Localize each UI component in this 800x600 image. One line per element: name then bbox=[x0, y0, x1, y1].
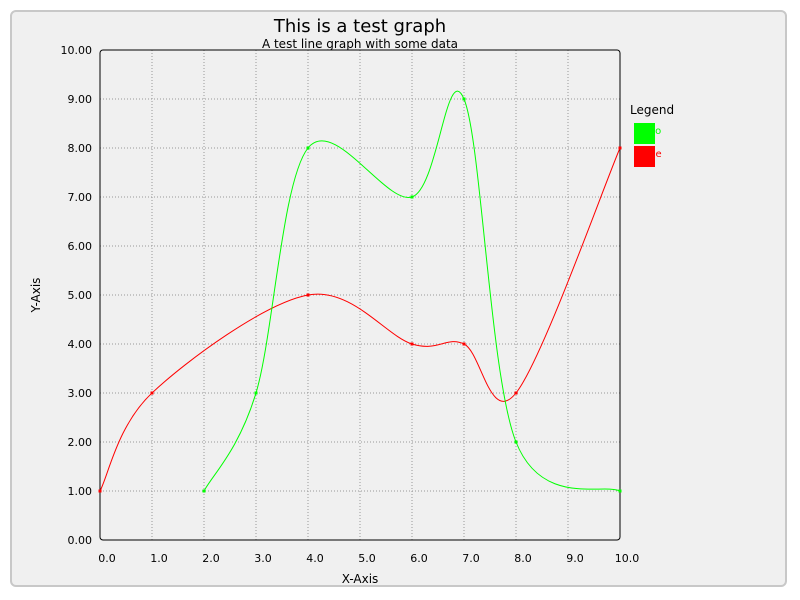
series-lines bbox=[98, 90, 622, 493]
x-tick-label: 0.0 bbox=[98, 552, 116, 565]
data-point-one bbox=[98, 489, 102, 493]
series-line-one bbox=[99, 147, 621, 492]
y-tick-label: 2.00 bbox=[68, 436, 93, 449]
data-point-one bbox=[462, 342, 466, 346]
chart-title: This is a test graph bbox=[273, 16, 446, 37]
legend-label-two: two bbox=[643, 126, 661, 137]
data-point-two bbox=[306, 146, 310, 150]
legend-title: Legend bbox=[630, 103, 674, 117]
data-point-one bbox=[514, 391, 518, 395]
x-tick-label: 7.0 bbox=[462, 552, 480, 565]
data-point-two bbox=[410, 195, 414, 199]
y-tick-label: 4.00 bbox=[68, 338, 93, 351]
x-tick-label: 3.0 bbox=[254, 552, 272, 565]
data-point-two bbox=[462, 97, 466, 101]
y-tick-label: 1.00 bbox=[68, 485, 93, 498]
y-axis-label: Y-Axis bbox=[29, 278, 43, 314]
legend-swatch-two bbox=[634, 123, 655, 144]
x-tick-label: 6.0 bbox=[410, 552, 428, 565]
x-tick-label: 10.0 bbox=[615, 552, 640, 565]
x-axis-label: X-Axis bbox=[342, 572, 379, 586]
x-tick-label: 4.0 bbox=[306, 552, 324, 565]
series-line-two bbox=[203, 90, 621, 492]
data-point-one bbox=[150, 391, 154, 395]
y-axis-ticks: 0.00 1.00 2.00 3.00 4.00 5.00 6.00 7.00 8.00 9.00… bbox=[61, 44, 93, 547]
y-tick-label: 6.00 bbox=[68, 240, 93, 253]
grid bbox=[100, 50, 620, 540]
x-tick-label: 2.0 bbox=[202, 552, 220, 565]
legend-swatch-one bbox=[634, 146, 655, 167]
data-point-one bbox=[306, 293, 310, 297]
y-tick-label: 9.00 bbox=[68, 93, 93, 106]
y-tick-label: 10.00 bbox=[61, 44, 93, 57]
y-tick-label: 3.00 bbox=[68, 387, 93, 400]
data-point-one bbox=[410, 342, 414, 346]
plot-area bbox=[99, 49, 621, 541]
legend: Legend two one bbox=[630, 103, 674, 167]
x-axis-ticks: 0.0 1.0 2.0 3.0 4.0 5.0 6.0 7.0 8.0 9.0 10.0 bbox=[98, 552, 639, 565]
x-tick-label: 9.0 bbox=[566, 552, 584, 565]
chart-subtitle: A test line graph with some data bbox=[262, 37, 458, 51]
x-tick-label: 5.0 bbox=[358, 552, 376, 565]
y-tick-label: 5.00 bbox=[68, 289, 93, 302]
y-tick-label: 8.00 bbox=[68, 142, 93, 155]
data-point-two bbox=[618, 489, 622, 493]
data-point-two bbox=[254, 391, 258, 395]
y-tick-label: 7.00 bbox=[68, 191, 93, 204]
data-point-one bbox=[618, 146, 622, 150]
legend-label-one: one bbox=[643, 149, 662, 160]
x-tick-label: 1.0 bbox=[150, 552, 168, 565]
data-point-two bbox=[514, 440, 518, 444]
y-tick-label: 0.00 bbox=[68, 534, 93, 547]
x-tick-label: 8.0 bbox=[514, 552, 532, 565]
data-point-two bbox=[202, 489, 206, 493]
